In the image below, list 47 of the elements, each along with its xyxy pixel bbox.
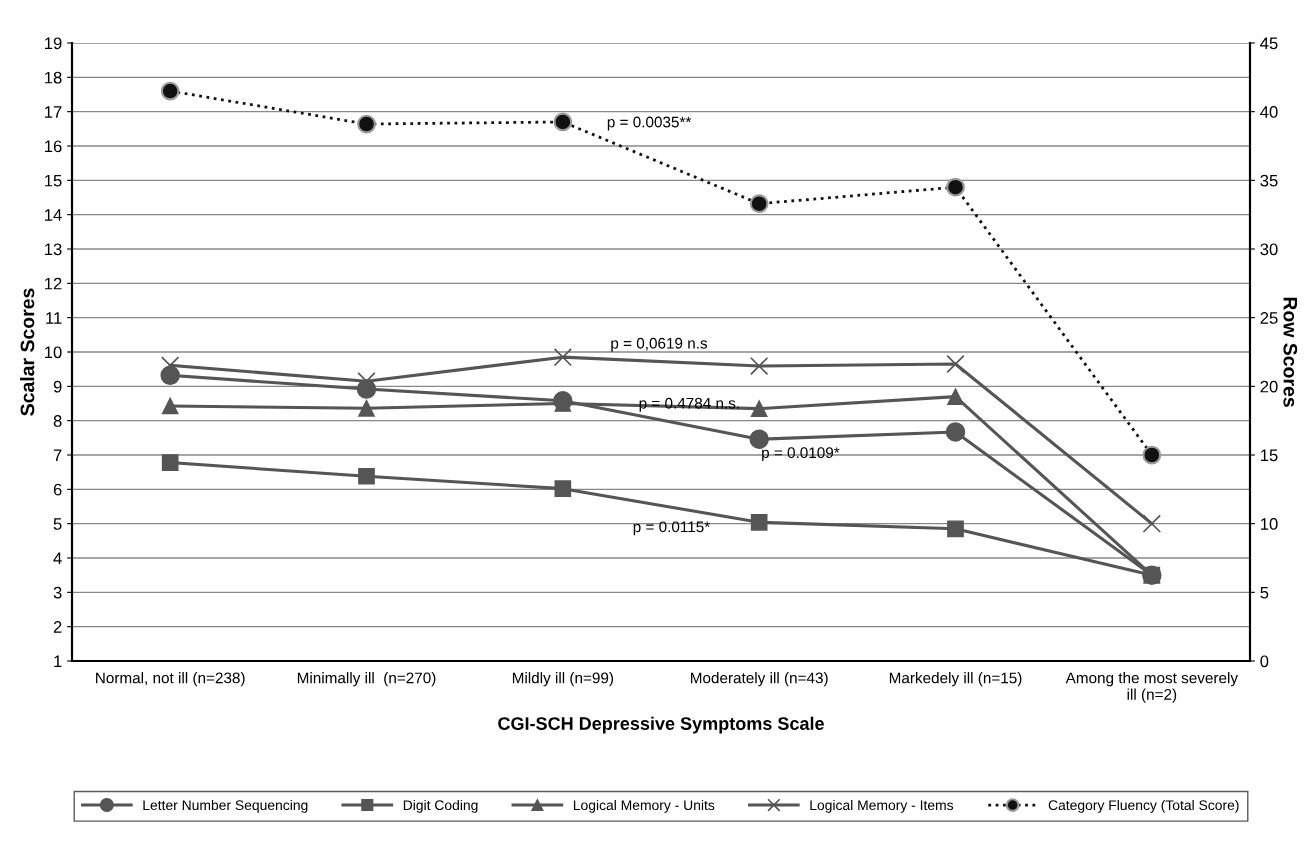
legend-label: Letter Number Sequencing [143, 799, 308, 813]
y-tick-label: 17 [45, 106, 62, 118]
x-tick-label: Normal, not ill (n=238) [96, 672, 245, 687]
y-tick-label: 16 [45, 140, 62, 153]
y2-axis-title: Row Scores [1283, 297, 1298, 407]
y-tick-label: 9 [53, 380, 62, 393]
y-tick-label: 15 [45, 174, 62, 187]
y2-tick-label: 0 [1260, 655, 1269, 668]
legend-label: Logical Memory - Units [573, 799, 715, 813]
y2-tick-label: 20 [1260, 380, 1278, 393]
x-tick-label: Moderately ill (n=43) [691, 672, 828, 687]
y-tick-label: 8 [53, 415, 62, 427]
legend-label: Digit Coding [403, 799, 478, 813]
y-tick-label: 3 [53, 586, 62, 599]
y-tick-label: 11 [46, 312, 62, 324]
y2-tick-label: 5 [1260, 586, 1269, 599]
y-tick-label: 18 [45, 71, 62, 84]
x-axis-title: CGI-SCH Depressive Symptoms Scale [498, 716, 824, 734]
y-tick-label: 12 [45, 277, 62, 290]
y2-tick-label: 30 [1260, 243, 1278, 256]
y2-tick-label: 45 [1260, 37, 1278, 50]
annotation: p = 0.0115* [633, 521, 710, 536]
legend-label: Category Fluency (Total Score) [1048, 799, 1239, 813]
legend-label: Logical Memory - Items [810, 799, 954, 813]
annotation: p = 0.0109* [762, 447, 840, 462]
x-tick-label: Among the most severely ill (n=2) [1065, 672, 1238, 703]
y2-tick-label: 15 [1260, 449, 1278, 462]
annotation: p = 0,0619 n.s [611, 337, 708, 352]
y-tick-label: 1 [54, 655, 62, 668]
x-tick-label: Minimally ill (n=270) [297, 672, 436, 687]
annotation: p = 0.0035** [607, 116, 692, 131]
y-tick-label: 2 [53, 621, 62, 633]
x-tick-label: Markedely ill (n=15) [889, 672, 1022, 687]
y-tick-label: 5 [53, 518, 62, 530]
y-tick-label: 7 [53, 449, 62, 462]
y-tick-label: 4 [53, 552, 62, 565]
y-tick-label: 13 [45, 243, 62, 256]
y-tick-label: 10 [45, 346, 62, 359]
y2-tick-label: 35 [1260, 174, 1278, 187]
y-tick-label: 6 [53, 483, 62, 496]
y-axis-title: Scalar Scores [20, 288, 35, 416]
x-tick-label: Mildly ill (n=99) [512, 672, 614, 687]
y-tick-label: 19 [45, 37, 62, 50]
y2-tick-label: 40 [1260, 106, 1278, 118]
y2-tick-label: 25 [1260, 312, 1278, 324]
y-tick-label: 14 [45, 209, 62, 221]
y2-tick-label: 10 [1260, 518, 1278, 530]
